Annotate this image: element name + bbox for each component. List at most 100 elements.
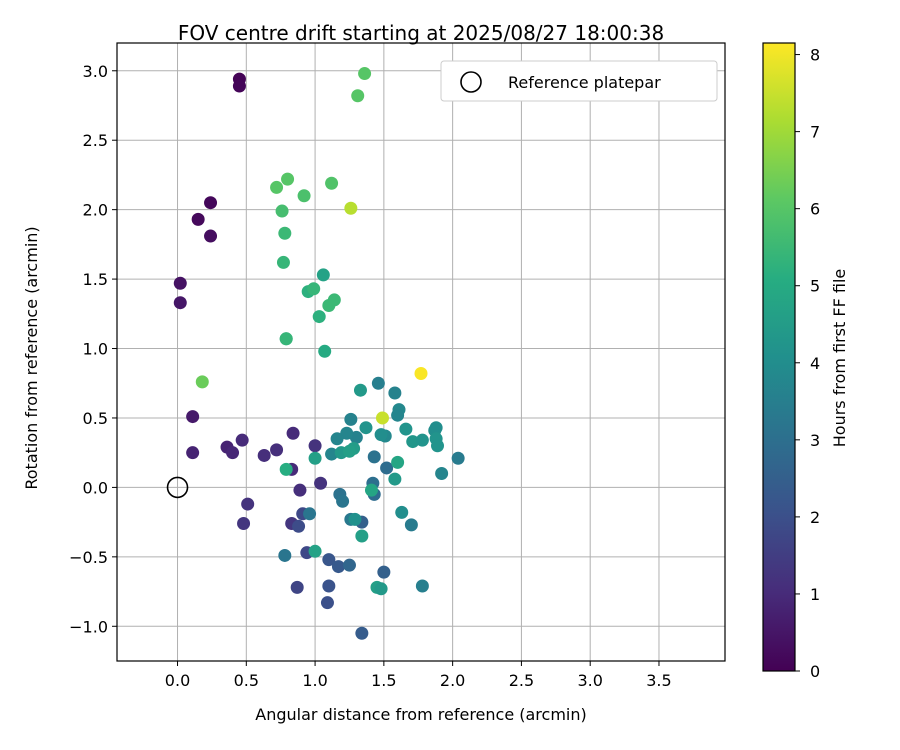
data-point [331, 560, 345, 574]
x-axis-ticks: 0.0 0.5 1.0 1.5 2.0 2.5 3.0 3.5 [165, 661, 672, 690]
x-tick-label: 2.5 [509, 671, 534, 690]
data-point [374, 582, 388, 596]
data-point [293, 483, 307, 497]
data-point [279, 462, 293, 476]
y-axis-ticks: −1.0 −0.5 0.0 0.5 1.0 1.5 2.0 2.5 3.0 [69, 62, 117, 636]
data-point [186, 446, 200, 460]
data-point [325, 447, 339, 461]
data-point [308, 451, 322, 465]
data-point [257, 448, 271, 462]
data-point [275, 204, 289, 218]
y-tick-label: 1.5 [83, 270, 108, 289]
data-point [340, 426, 354, 440]
data-point [431, 439, 445, 453]
data-point [320, 596, 334, 610]
chart-title: FOV centre drift starting at 2025/08/27 … [178, 21, 664, 45]
x-tick-label: 0.5 [234, 671, 259, 690]
data-point [374, 428, 388, 442]
y-tick-label: 1.0 [83, 340, 108, 359]
legend-label: Reference platepar [508, 73, 661, 92]
data-point [279, 332, 293, 346]
colorbar-tick-label: 2 [810, 508, 820, 527]
data-point [281, 172, 295, 186]
grid-lines [117, 43, 725, 661]
data-point [322, 579, 336, 593]
data-point [292, 519, 306, 533]
colorbar [762, 42, 796, 672]
colorbar-tick-label: 8 [810, 46, 820, 65]
data-point [232, 79, 246, 93]
data-point [371, 376, 385, 390]
data-point [241, 497, 255, 511]
colorbar-tick-label: 7 [810, 123, 820, 142]
data-point [186, 410, 200, 424]
data-point [388, 472, 402, 486]
data-point [358, 67, 372, 81]
x-tick-label: 3.0 [577, 671, 602, 690]
data-point [204, 196, 218, 210]
data-point [276, 255, 290, 269]
data-point [353, 383, 367, 397]
data-point [355, 529, 369, 543]
data-point [451, 451, 465, 465]
data-point [318, 344, 332, 358]
data-point [342, 558, 356, 572]
data-point [388, 386, 402, 400]
y-tick-label: 2.5 [83, 131, 108, 150]
data-point [344, 412, 358, 426]
data-point [307, 282, 321, 296]
data-point [391, 455, 405, 469]
x-tick-label: 1.5 [371, 671, 396, 690]
data-point [399, 422, 413, 436]
data-point [375, 411, 389, 425]
data-point [327, 293, 341, 307]
data-point [191, 212, 205, 226]
data-points [166, 67, 465, 640]
data-point [336, 494, 350, 508]
data-point [173, 296, 187, 310]
y-tick-label: 3.0 [83, 62, 108, 81]
data-point [359, 421, 373, 435]
data-point [278, 548, 292, 562]
y-tick-label: −0.5 [69, 548, 108, 567]
data-point [286, 426, 300, 440]
data-point [303, 507, 317, 521]
y-tick-label: 2.0 [83, 201, 108, 220]
y-axis-label: Rotation from reference (arcmin) [22, 226, 41, 489]
data-point [395, 505, 409, 519]
data-point [415, 433, 429, 447]
legend-box [440, 60, 718, 102]
data-point [237, 517, 251, 531]
colorbar-tick-label: 6 [810, 200, 820, 219]
data-point [415, 579, 429, 593]
y-tick-label: 0.5 [83, 409, 108, 428]
data-point [367, 450, 381, 464]
data-point [364, 483, 378, 497]
data-point [391, 408, 405, 422]
colorbar-tick-label: 0 [810, 662, 820, 681]
data-point [330, 432, 344, 446]
x-tick-label: 1.0 [302, 671, 327, 690]
reference-platepar-marker [166, 476, 189, 499]
data-point [325, 176, 339, 190]
data-point [414, 367, 428, 381]
colorbar-label: Hours from first FF file [830, 269, 849, 448]
data-point [344, 201, 358, 215]
x-tick-label: 2.0 [440, 671, 465, 690]
data-point [173, 276, 187, 290]
data-point [270, 443, 284, 457]
x-axis-label: Angular distance from reference (arcmin) [255, 705, 586, 724]
data-point [380, 461, 394, 475]
x-tick-label: 0.0 [165, 671, 190, 690]
data-point [312, 310, 326, 324]
data-point [235, 433, 249, 447]
data-point [297, 189, 311, 203]
data-point [348, 512, 362, 526]
colorbar-tick-label: 4 [810, 354, 820, 373]
colorbar-ticks: 0 1 2 3 4 5 6 7 8 [795, 46, 820, 681]
data-point [377, 565, 391, 579]
data-point [406, 435, 420, 449]
data-point [308, 439, 322, 453]
data-point [322, 553, 336, 567]
